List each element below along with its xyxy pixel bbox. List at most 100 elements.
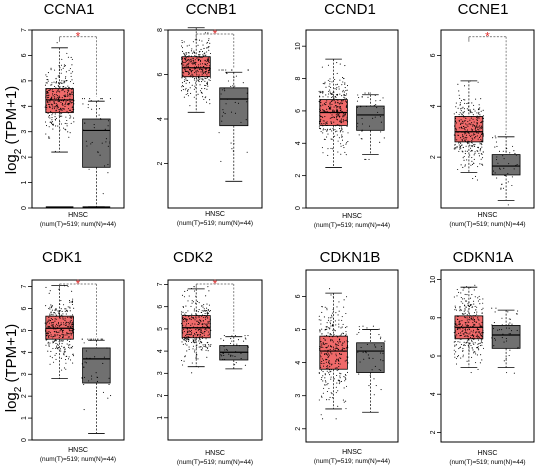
sample-point: [221, 120, 223, 122]
sample-point: [206, 310, 208, 312]
sample-point: [61, 89, 63, 91]
y-tick-label: 6: [21, 306, 28, 310]
svg-text:log2 (TPM+1): log2 (TPM+1): [3, 324, 24, 413]
sample-point: [326, 346, 328, 348]
sample-point: [326, 328, 328, 330]
sample-point: [186, 289, 188, 291]
sample-point: [334, 88, 336, 90]
sample-point: [340, 120, 342, 122]
sample-point: [472, 317, 475, 319]
box-normal: [219, 335, 250, 370]
sample-point: [340, 136, 343, 138]
sample-point: [199, 63, 201, 65]
sample-point: [341, 100, 343, 102]
sample-point: [185, 318, 187, 321]
sample-point: [207, 350, 209, 352]
sample-point: [51, 119, 53, 121]
sample-point: [324, 384, 326, 386]
sample-point: [185, 69, 187, 71]
sample-point: [343, 120, 345, 122]
sample-point: [465, 323, 467, 325]
sample-point: [61, 343, 63, 345]
sample-point: [358, 332, 360, 334]
sample-point: [455, 116, 457, 118]
y-tick-label: 8: [295, 76, 302, 80]
sample-point: [64, 94, 66, 96]
sample-point: [186, 330, 188, 332]
sample-point: [458, 114, 460, 116]
sample-point: [54, 113, 56, 115]
sample-point: [53, 81, 55, 83]
sample-point: [466, 108, 468, 110]
sample-point: [195, 87, 197, 89]
sample-point: [55, 318, 57, 320]
sample-point: [475, 127, 477, 129]
sample-point: [470, 164, 472, 166]
sample-point: [190, 74, 192, 77]
sample-point: [465, 117, 467, 119]
sample-point: [53, 108, 55, 110]
sample-point: [471, 347, 473, 349]
sample-point: [48, 335, 50, 337]
sample-point: [46, 332, 48, 334]
sample-point: [479, 298, 481, 300]
sample-point: [188, 69, 191, 71]
sample-point: [199, 322, 201, 324]
sample-point: [379, 338, 382, 340]
sample-point: [459, 104, 461, 106]
sample-point: [459, 309, 461, 311]
sample-point: [50, 121, 53, 123]
sample-point: [66, 92, 69, 94]
sample-point: [50, 67, 52, 69]
sample-point: [501, 337, 503, 339]
sample-point: [205, 54, 207, 56]
sample-point: [475, 362, 477, 364]
sample-point: [453, 349, 455, 351]
sample-point: [481, 325, 483, 327]
sample-point: [456, 334, 458, 336]
sample-point: [190, 333, 192, 335]
sample-point: [336, 113, 338, 115]
sample-point: [466, 286, 468, 288]
sample-point: [345, 312, 347, 315]
sample-point: [332, 128, 334, 130]
sample-point: [347, 132, 349, 134]
sample-point: [346, 121, 349, 123]
sample-point: [68, 69, 70, 71]
sample-point: [472, 145, 474, 147]
sample-point: [72, 110, 74, 112]
sample-point: [499, 329, 501, 331]
sample-point: [208, 60, 210, 62]
sample-point: [455, 324, 457, 326]
sample-point: [345, 359, 347, 361]
sample-point: [72, 362, 74, 364]
y-tick-label: 3: [21, 130, 28, 134]
sample-point: [224, 358, 226, 360]
sample-point: [84, 361, 86, 363]
sample-point: [203, 332, 205, 334]
sample-point: [464, 293, 466, 296]
sample-point: [334, 129, 336, 131]
sample-point: [181, 86, 183, 88]
sample-point: [191, 70, 193, 72]
sample-point: [187, 63, 189, 65]
sample-point: [461, 330, 463, 332]
sample-point: [340, 119, 342, 121]
sample-point: [342, 399, 344, 401]
sample-point: [198, 336, 200, 338]
sample-point: [63, 346, 65, 348]
sample-point: [66, 310, 68, 313]
sample-point: [326, 307, 328, 309]
sample-point: [45, 106, 47, 108]
sample-point: [332, 336, 334, 338]
sample-point: [205, 318, 207, 320]
sample-point: [51, 305, 53, 307]
sample-point: [491, 307, 493, 309]
sample-point: [335, 114, 337, 116]
sample-point: [44, 330, 47, 332]
x-axis-label: HNSC: [205, 211, 225, 218]
sample-point: [327, 64, 329, 66]
sample-point: [346, 326, 348, 328]
sample-point: [192, 336, 195, 338]
